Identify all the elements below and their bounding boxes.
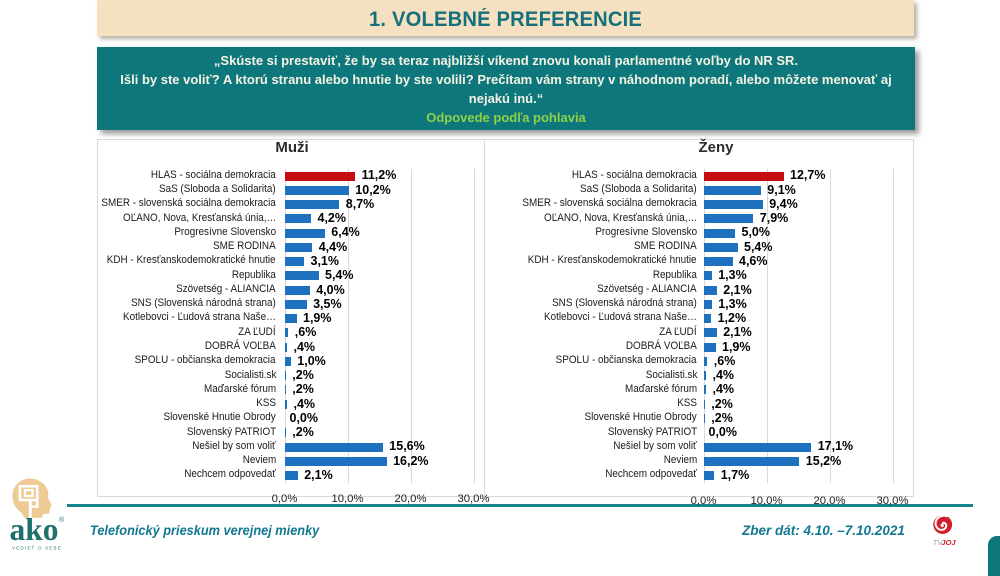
- svg-text:TV: TV: [933, 538, 944, 547]
- svg-text:JOJ: JOJ: [941, 538, 956, 547]
- svg-text:®: ®: [59, 516, 65, 524]
- svg-text:VEDIEŤ O SEBE: VEDIEŤ O SEBE: [12, 544, 62, 551]
- svg-text:ako: ako: [10, 512, 59, 547]
